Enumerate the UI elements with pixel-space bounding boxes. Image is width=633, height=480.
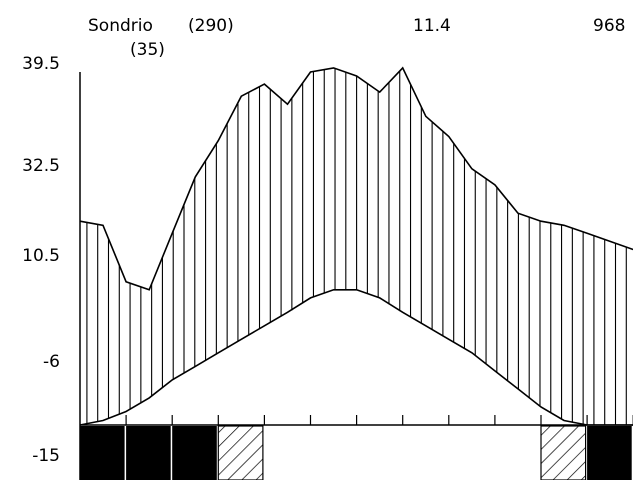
frost-bar-certain bbox=[126, 426, 171, 480]
month-ticks bbox=[125, 415, 633, 425]
y-tick-label: 32.5 bbox=[22, 156, 60, 176]
frost-bars bbox=[80, 425, 632, 480]
y-tick-label: 10.5 bbox=[22, 246, 60, 266]
annual-precipitation: 968 bbox=[593, 16, 626, 36]
frost-bar-probable bbox=[217, 425, 264, 480]
frost-bar-certain bbox=[80, 426, 125, 480]
series-line bbox=[79, 66, 633, 291]
series-line bbox=[79, 289, 633, 426]
observation-years: (35) bbox=[130, 40, 165, 60]
frost-bar-probable bbox=[540, 425, 587, 480]
y-tick-label: -15 bbox=[32, 446, 60, 466]
station-altitude: (290) bbox=[188, 16, 234, 36]
station-name: Sondrio bbox=[88, 16, 153, 36]
y-tick-label: 39.5 bbox=[22, 54, 60, 74]
precipitation-hatching bbox=[86, 68, 627, 425]
mean-annual-temperature: 11.4 bbox=[413, 16, 451, 36]
frost-bar-certain bbox=[587, 426, 632, 480]
y-tick-label: -6 bbox=[43, 352, 60, 372]
frost-bar-certain bbox=[172, 426, 217, 480]
